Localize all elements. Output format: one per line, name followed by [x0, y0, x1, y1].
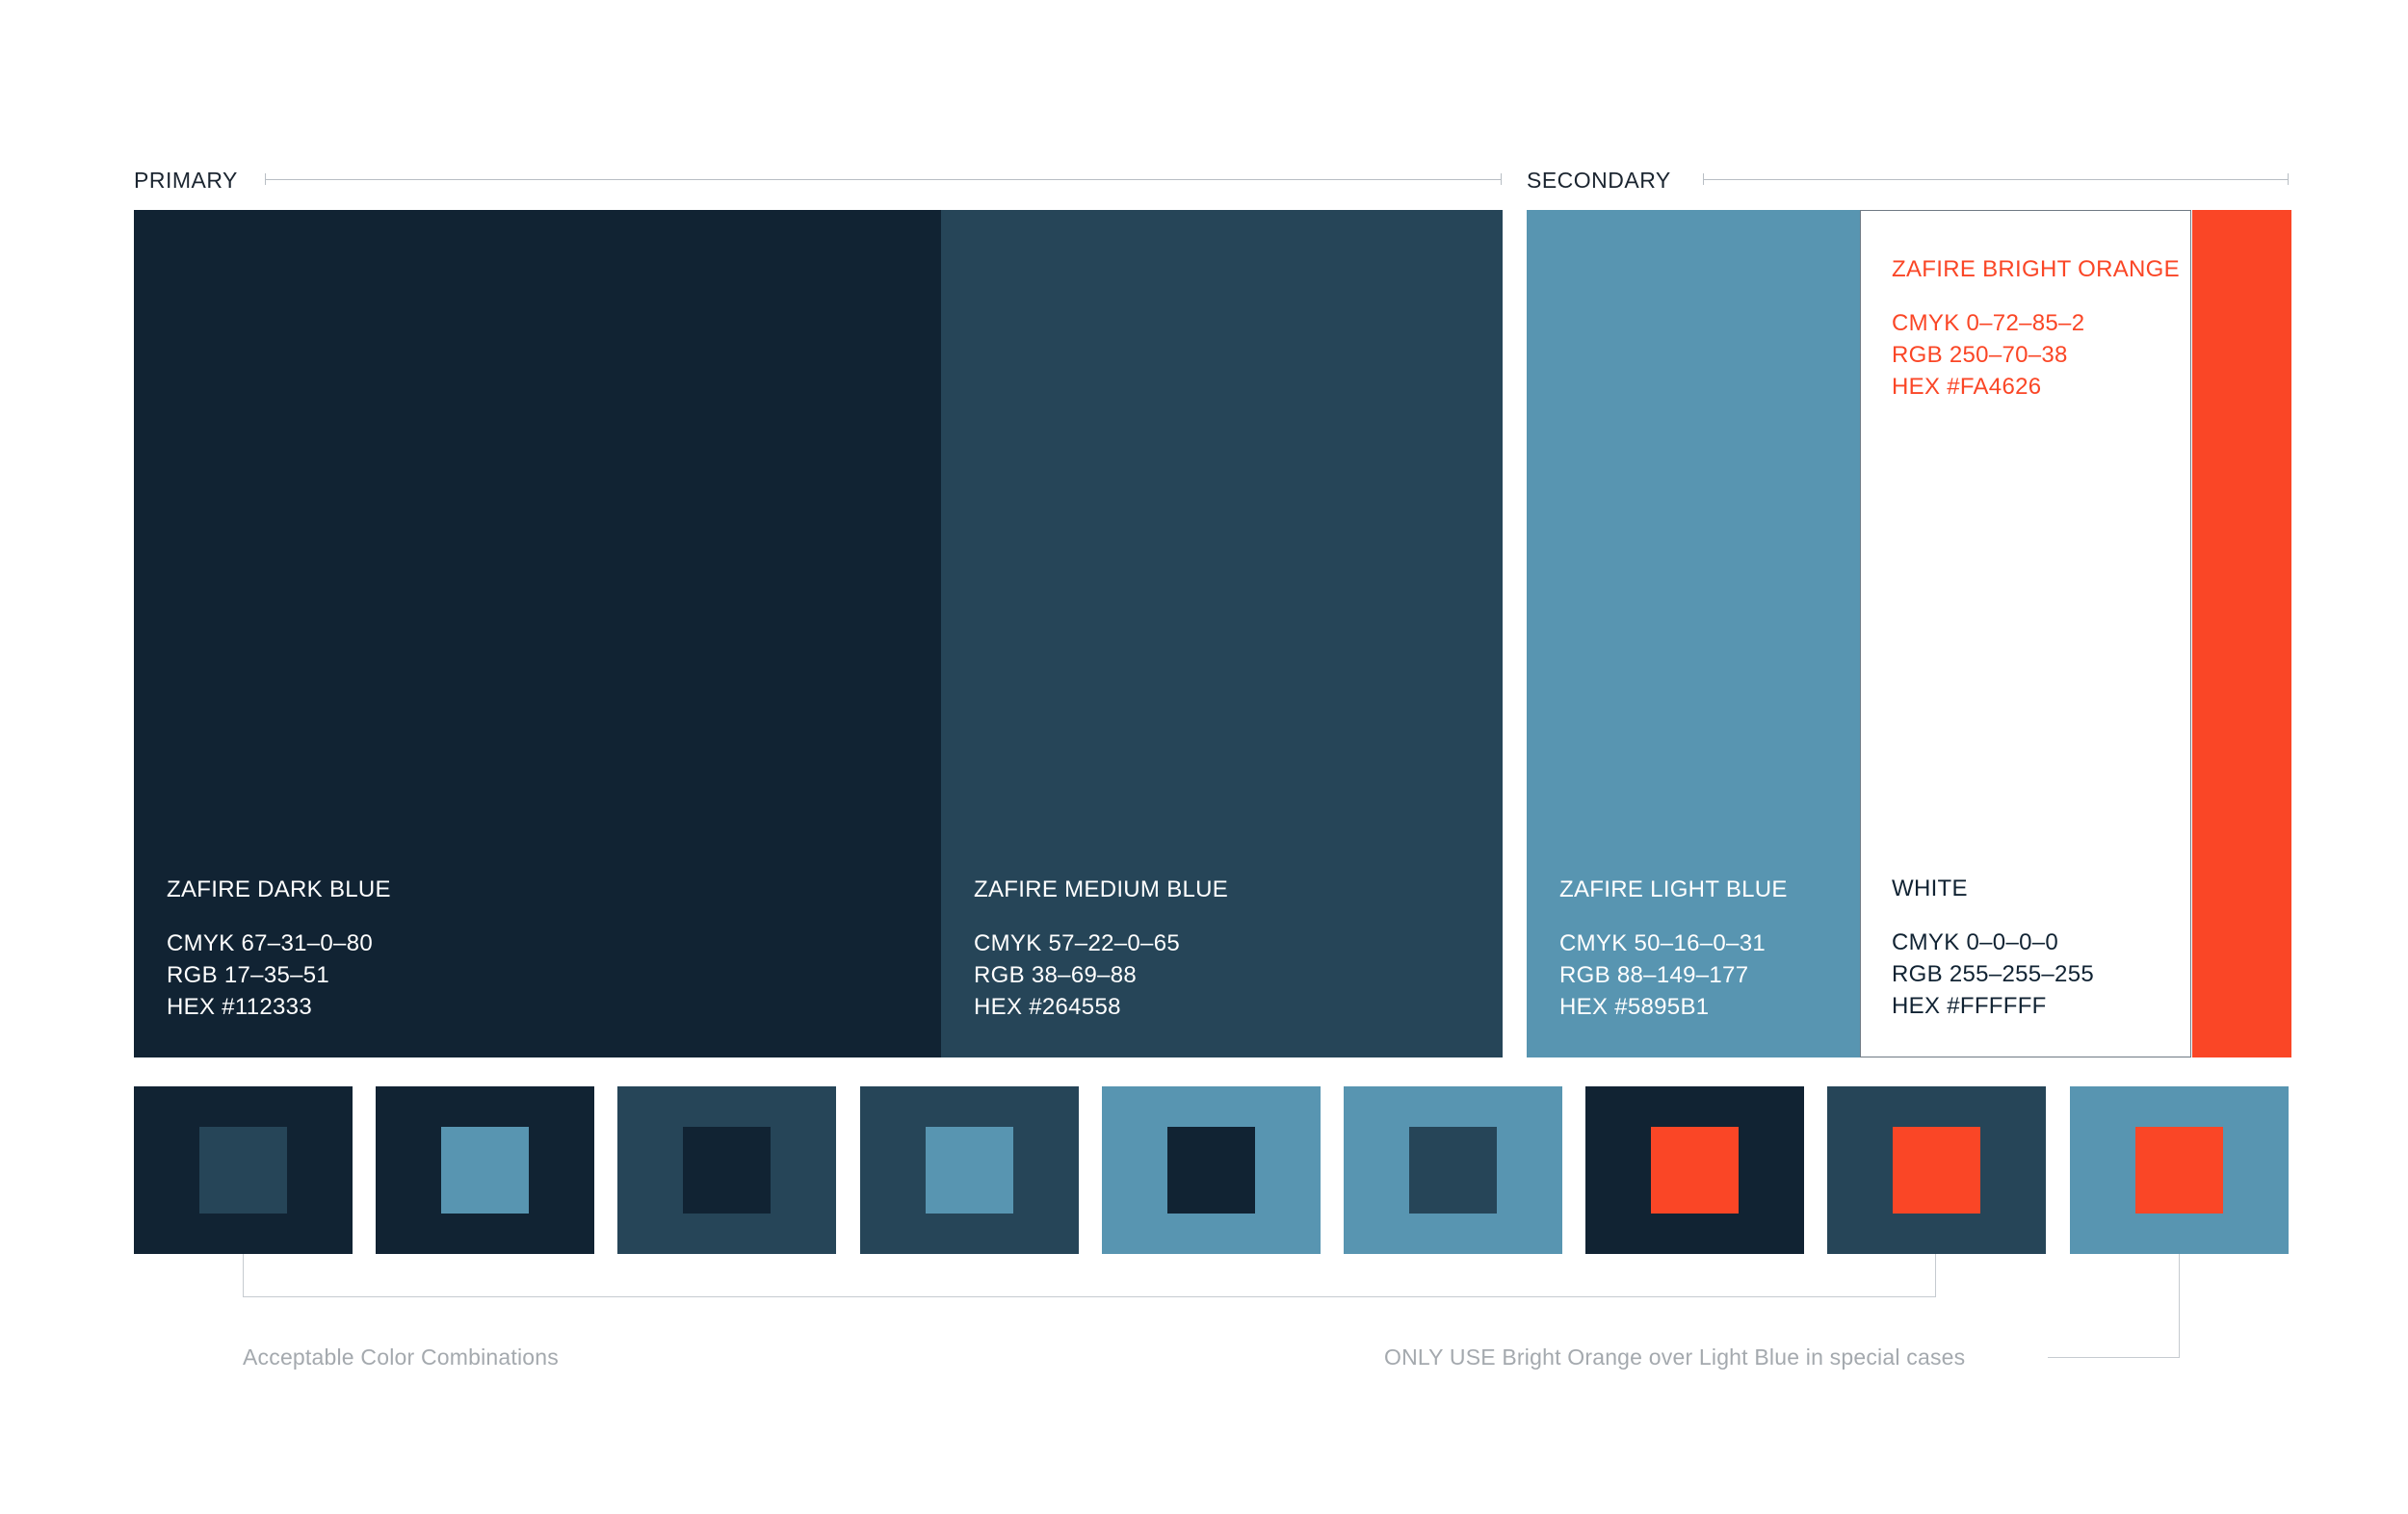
- secondary-rule-end-tick: [2288, 173, 2289, 185]
- swatch-medium-blue-name: ZAFIRE MEDIUM BLUE: [974, 876, 1229, 902]
- swatch-dark-blue-name: ZAFIRE DARK BLUE: [167, 876, 391, 902]
- combination-foreground-square: [926, 1127, 1013, 1214]
- swatch-light-blue-rgb: RGB 88–149–177: [1559, 962, 1749, 988]
- swatch-white-cmyk: CMYK 0–0–0–0: [1892, 929, 2059, 955]
- swatch-dark-blue: ZAFIRE DARK BLUE CMYK 67–31–0–80 RGB 17–…: [134, 210, 941, 1057]
- combination-foreground-square: [1167, 1127, 1255, 1214]
- primary-section-label: PRIMARY: [134, 168, 238, 193]
- combination-tile: [376, 1086, 594, 1254]
- secondary-rule: [1703, 179, 2289, 180]
- swatch-light-blue: ZAFIRE LIGHT BLUE CMYK 50–16–0–31 RGB 88…: [1527, 210, 1860, 1057]
- combination-tile: [1102, 1086, 1321, 1254]
- swatch-light-blue-hex: HEX #5895B1: [1559, 994, 1710, 1020]
- combination-foreground-square: [2135, 1127, 2223, 1214]
- swatch-white-hex: HEX #FFFFFF: [1892, 993, 2047, 1019]
- special-case-note: ONLY USE Bright Orange over Light Blue i…: [1384, 1344, 1966, 1370]
- combination-foreground-square: [1409, 1127, 1497, 1214]
- swatch-dark-blue-info: ZAFIRE DARK BLUE CMYK 67–31–0–80 RGB 17–…: [167, 874, 391, 1023]
- swatch-medium-blue-hex: HEX #264558: [974, 994, 1121, 1020]
- swatch-medium-blue-info: ZAFIRE MEDIUM BLUE CMYK 57–22–0–65 RGB 3…: [974, 874, 1228, 1023]
- combination-foreground-square: [199, 1127, 287, 1214]
- swatch-white-name: WHITE: [1892, 875, 1968, 901]
- swatch-medium-blue-cmyk: CMYK 57–22–0–65: [974, 930, 1180, 956]
- combination-tile: [860, 1086, 1079, 1254]
- acceptable-combinations-bracket: [243, 1254, 1936, 1297]
- combination-tile: [1585, 1086, 1804, 1254]
- swatch-bright-orange-info: ZAFIRE BRIGHT ORANGE CMYK 0–72–85–2 RGB …: [1892, 253, 2180, 403]
- combination-tile: [1344, 1086, 1562, 1254]
- swatch-dark-blue-hex: HEX #112333: [167, 994, 312, 1020]
- combination-tile: [617, 1086, 836, 1254]
- swatch-bright-orange-cmyk: CMYK 0–72–85–2: [1892, 310, 2085, 336]
- swatch-bright-orange-name: ZAFIRE BRIGHT ORANGE: [1892, 256, 2180, 282]
- swatch-medium-blue-rgb: RGB 38–69–88: [974, 962, 1138, 988]
- swatch-bright-orange-hex: HEX #FA4626: [1892, 374, 2042, 400]
- combination-foreground-square: [1651, 1127, 1739, 1214]
- swatch-dark-blue-rgb: RGB 17–35–51: [167, 962, 330, 988]
- swatch-light-blue-info: ZAFIRE LIGHT BLUE CMYK 50–16–0–31 RGB 88…: [1559, 874, 1788, 1023]
- combination-foreground-square: [441, 1127, 529, 1214]
- combination-tile: [1827, 1086, 2046, 1254]
- combination-tile: [134, 1086, 353, 1254]
- swatch-white: ZAFIRE BRIGHT ORANGE CMYK 0–72–85–2 RGB …: [1860, 210, 2191, 1057]
- combination-foreground-square: [683, 1127, 771, 1214]
- swatch-dark-blue-cmyk: CMYK 67–31–0–80: [167, 930, 373, 956]
- acceptable-combinations-note: Acceptable Color Combinations: [243, 1344, 559, 1370]
- combination-tile: [2070, 1086, 2289, 1254]
- swatch-white-info: WHITE CMYK 0–0–0–0 RGB 255–255–255 HEX #…: [1892, 873, 2094, 1022]
- swatch-light-blue-cmyk: CMYK 50–16–0–31: [1559, 930, 1766, 956]
- swatch-white-rgb: RGB 255–255–255: [1892, 961, 2094, 987]
- swatch-light-blue-name: ZAFIRE LIGHT BLUE: [1559, 876, 1788, 902]
- primary-rule: [265, 179, 1502, 180]
- swatch-bright-orange: [2192, 210, 2291, 1057]
- special-case-bracket: [2048, 1254, 2180, 1358]
- secondary-section-label: SECONDARY: [1527, 168, 1671, 193]
- combination-foreground-square: [1893, 1127, 1980, 1214]
- swatch-medium-blue: ZAFIRE MEDIUM BLUE CMYK 57–22–0–65 RGB 3…: [941, 210, 1503, 1057]
- primary-rule-end-tick: [1501, 173, 1502, 185]
- swatch-bright-orange-rgb: RGB 250–70–38: [1892, 342, 2068, 368]
